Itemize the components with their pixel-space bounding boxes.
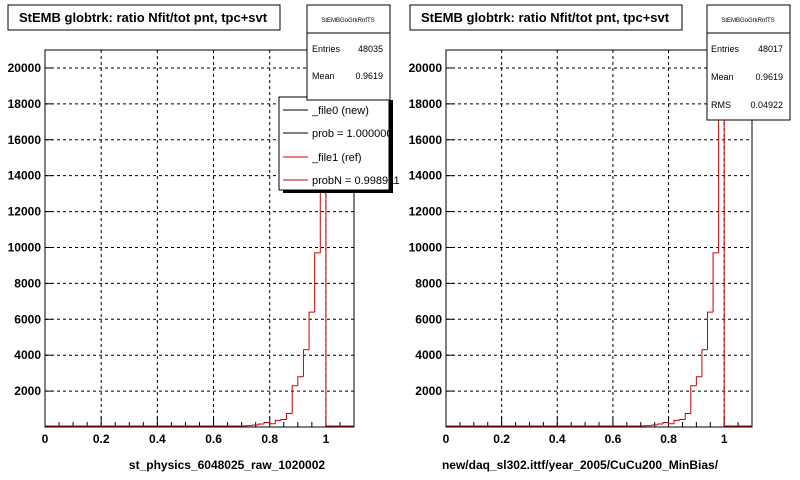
x-axis-label: st_physics_6048025_raw_1020002: [129, 458, 325, 472]
histogram-bin: [673, 419, 680, 424]
stats-box: StEMBGoGrkRnfTS Entries 48035 Mean 0.961…: [306, 4, 391, 101]
x-tick-label: 0.4: [549, 432, 566, 446]
y-tick-label: 6000: [14, 312, 41, 326]
x-tick-label: 1: [323, 432, 330, 446]
histogram-bin: [679, 418, 686, 421]
histogram-bin: [257, 423, 265, 426]
stats-title: StEMBGoGrkRnfTS: [721, 18, 774, 24]
histogram-bin: [684, 413, 691, 420]
histogram-bin: [668, 422, 675, 425]
chart-title: StEMB globtrk: ratio Nfit/tot pnt, tpc+s…: [19, 10, 268, 25]
histogram-bin: [656, 423, 663, 426]
x-tick-label: 0.2: [93, 432, 110, 446]
stats-frame: [306, 4, 391, 101]
x-tick-label: 0.4: [149, 432, 166, 446]
histogram-bin: [252, 424, 259, 426]
legend-label-prob: prob = 1.000000: [312, 128, 392, 140]
histogram-bin: [291, 385, 298, 414]
title-box: [409, 4, 683, 31]
histogram-bin: [662, 422, 669, 424]
stats-label-rms: RMS: [711, 100, 731, 110]
stats-value-entries: 48035: [358, 44, 383, 54]
stats-value-entries: 48017: [758, 44, 783, 54]
y-tick-label: 4000: [415, 348, 442, 362]
y-tick-label: 18000: [409, 97, 443, 111]
x-tick-labels: 0 0.2 0.4 0.6 0.8 1: [443, 432, 728, 446]
stats-frame: [706, 4, 791, 121]
y-tick-label: 10000: [8, 240, 42, 254]
stats-label-entries: Entries: [312, 44, 341, 54]
y-tick-label: 14000: [409, 169, 443, 183]
grid: [446, 50, 752, 427]
histogram-bin: [723, 67, 730, 427]
stats-value-rms: 0.04922: [750, 100, 783, 110]
histogram-bin: [314, 252, 321, 313]
y-tick-labels: 2000 4000 6000 8000 10000 12000 14000 16000 1800…: [8, 61, 42, 398]
y-tick-label: 16000: [409, 133, 443, 147]
histogram-bin: [706, 311, 714, 350]
histogram-bin: [297, 376, 304, 386]
y-tick-label: 2000: [415, 384, 442, 398]
legend: _file0 (new) prob = 1.000000 _file1 (ref…: [278, 96, 400, 193]
legend-label-probn: probN = 0.998911: [312, 175, 400, 187]
y-tick-label: 20000: [8, 61, 42, 75]
x-axis-label: new/daq_sl302.ittf/year_2005/CuCu200_Min…: [442, 458, 719, 472]
x-tick-label: 0: [42, 432, 49, 446]
y-tick-label: 12000: [409, 205, 443, 219]
stats-title: StEMBGoGrkRnfTS: [321, 18, 374, 24]
x-tick-labels: 0 0.2 0.4 0.6 0.8 1: [42, 432, 330, 446]
y-tick-label: 18000: [8, 97, 42, 111]
y-tick-label: 12000: [8, 205, 42, 219]
histogram-bin: [280, 418, 287, 421]
chart-title: StEMB globtrk: ratio Nfit/tot pnt, tpc+s…: [421, 10, 670, 25]
x-tick-label: 0.2: [493, 432, 510, 446]
legend-label-new: _file0 (new): [311, 105, 369, 117]
y-tick-label: 14000: [8, 169, 42, 183]
histogram-bin: [274, 419, 281, 424]
x-tick-label: 0.8: [261, 432, 278, 446]
histogram-bin: [695, 376, 702, 386]
y-tick-label: 8000: [14, 276, 41, 290]
histogram-bin: [651, 424, 658, 426]
histogram-bin: [690, 385, 697, 414]
y-tick-label: 10000: [409, 240, 443, 254]
y-tick-label: 16000: [8, 133, 42, 147]
histogram-bin: [263, 422, 270, 424]
legend-box: [278, 96, 390, 191]
stats-box: StEMBGoGrkRnfTS Entries 48017 Mean 0.961…: [706, 4, 791, 121]
stats-label-mean: Mean: [312, 71, 335, 81]
x-tick-label: 0.6: [605, 432, 622, 446]
x-tick-label: 1: [721, 432, 728, 446]
y-tick-label: 4000: [14, 348, 41, 362]
y-tick-label: 2000: [14, 384, 41, 398]
axis-ticks: [445, 67, 739, 427]
x-tick-label: 0: [443, 432, 450, 446]
histogram-panel-left: StEMB globtrk: ratio Nfit/tot pnt, tpc+s…: [7, 4, 400, 472]
title-box: [7, 4, 281, 31]
y-tick-label: 8000: [415, 276, 442, 290]
histogram-bin: [308, 311, 315, 350]
stats-value-mean: 0.9619: [355, 71, 383, 81]
histogram-bin: [701, 349, 708, 377]
stats-label-entries: Entries: [711, 44, 740, 54]
histogram-bin: [712, 252, 719, 313]
stats-label-mean: Mean: [711, 72, 734, 82]
legend-label-ref: _file1 (ref): [311, 152, 362, 164]
x-tick-label: 0.8: [660, 432, 677, 446]
histogram-bin: [302, 349, 310, 377]
plot-frame: [445, 49, 753, 428]
histogram-bin: [286, 413, 293, 420]
y-tick-labels: 2000 4000 6000 8000 10000 12000 14000 16000 1800…: [409, 61, 443, 398]
x-tick-label: 0.6: [205, 432, 222, 446]
y-tick-label: 6000: [415, 312, 442, 326]
histogram-bin: [269, 422, 276, 425]
histogram-panel-right: StEMB globtrk: ratio Nfit/tot pnt, tpc+s…: [409, 4, 791, 472]
y-tick-label: 20000: [409, 61, 443, 75]
stats-value-mean: 0.9619: [755, 72, 783, 82]
